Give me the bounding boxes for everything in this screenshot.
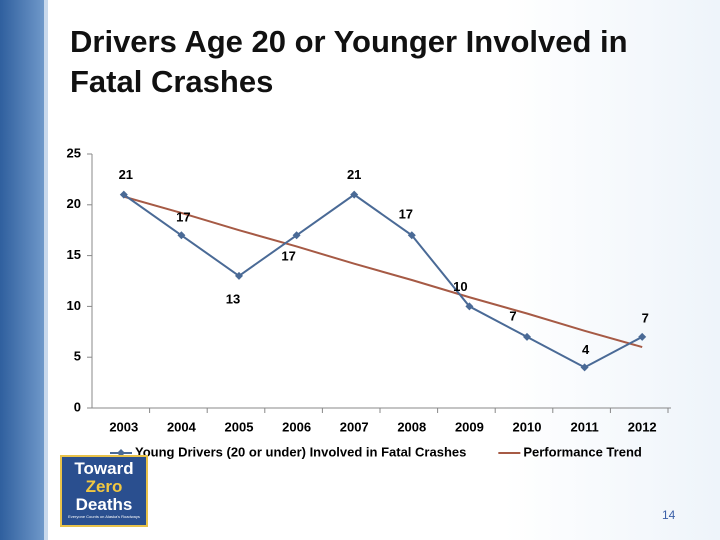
page-number: 14 (662, 508, 676, 522)
x-tick-label: 2010 (513, 419, 542, 434)
data-point (119, 190, 128, 199)
data-point (177, 231, 186, 240)
logo-text: Deaths (75, 495, 133, 514)
data-label: 10 (453, 279, 467, 294)
data-point (580, 363, 589, 372)
data-label: 7 (509, 308, 516, 323)
y-tick-label: 5 (74, 349, 81, 364)
x-tick-label: 2007 (340, 419, 369, 434)
x-tick-label: 2011 (570, 419, 598, 434)
slide-title: Drivers Age 20 or Younger Involved in Fa… (70, 24, 628, 99)
series-line (123, 193, 643, 369)
data-point (638, 332, 647, 341)
x-tick-label: 2004 (167, 419, 197, 434)
data-label: 17 (399, 207, 413, 222)
side-band-edge (44, 0, 48, 540)
y-tick-label: 25 (67, 145, 81, 160)
data-point (292, 231, 301, 240)
x-tick-label: 2003 (109, 419, 138, 434)
side-band (0, 0, 44, 540)
data-label: 21 (347, 167, 361, 182)
y-tick-label: 10 (67, 298, 81, 313)
x-tick-label: 2006 (282, 419, 311, 434)
x-tick-label: 2005 (225, 419, 254, 434)
legend-label: Performance Trend (523, 444, 642, 459)
data-label: 21 (119, 167, 133, 182)
y-tick-label: 0 (74, 399, 81, 414)
data-point (523, 332, 531, 341)
data-point (235, 271, 243, 280)
x-tick-label: 2009 (455, 419, 484, 434)
series-line (123, 195, 643, 349)
legend-label: Young Drivers (20 or under) Involved in … (135, 444, 466, 459)
data-point (407, 231, 416, 240)
data-point (350, 190, 359, 199)
data-label: 17 (281, 249, 295, 264)
y-tick-label: 20 (67, 196, 81, 211)
data-label: 17 (176, 210, 190, 225)
logo-text: Toward (74, 459, 134, 478)
data-point (465, 302, 474, 311)
x-tick-label: 2012 (628, 419, 657, 434)
x-tick-label: 2008 (397, 419, 426, 434)
logo-tagline: Everyone Counts on Alaska's Roadways (68, 514, 140, 519)
logo-text: Zero (85, 477, 123, 496)
data-label: 7 (642, 310, 649, 325)
data-label: 4 (582, 342, 590, 357)
y-tick-label: 15 (67, 247, 81, 262)
data-label: 13 (226, 291, 240, 306)
logo: Toward Zero Deaths Everyone Counts on Al… (60, 455, 148, 527)
